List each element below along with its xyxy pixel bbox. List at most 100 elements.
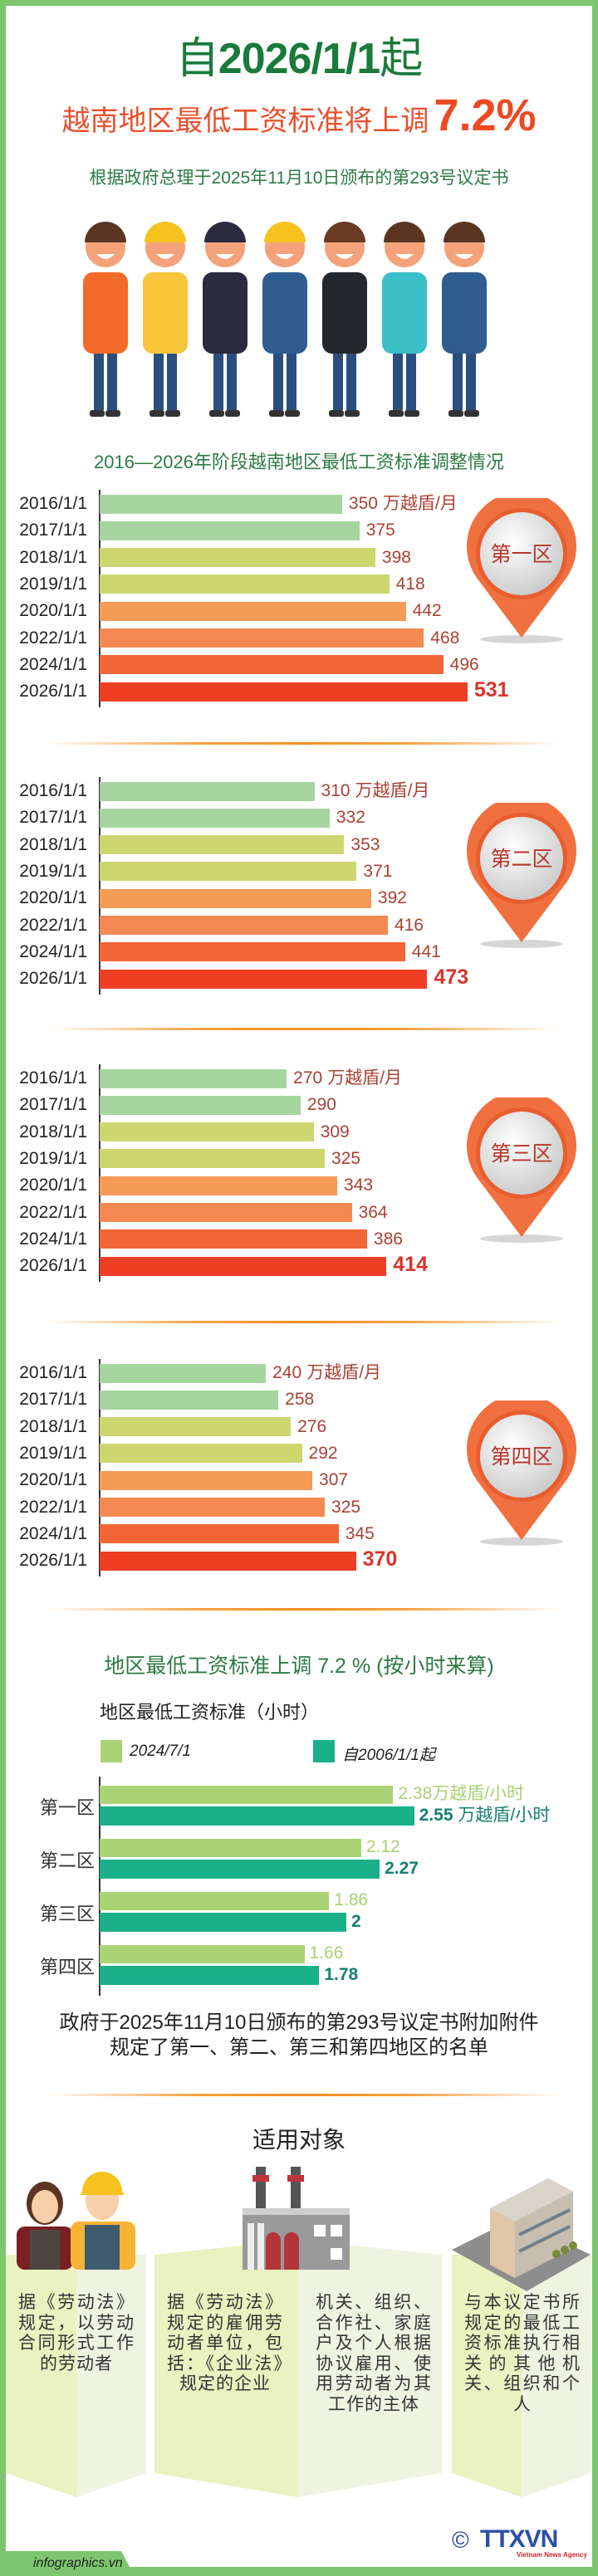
value: 442 [412, 601, 442, 621]
bar [100, 655, 444, 675]
bar [100, 1390, 279, 1410]
bar-2026 [100, 1806, 414, 1826]
worker-figure [203, 222, 248, 417]
annex-note-line-1: 政府于2025年11月10日颁布的第293号议定书附加附件 [59, 2011, 539, 2034]
bar [100, 1229, 367, 1249]
category-label: 2022/1/1 [19, 915, 87, 935]
bar [100, 1363, 267, 1383]
bar [100, 1149, 326, 1169]
footer-band [0, 2551, 598, 2576]
applicable-item-2: 据《劳动法》规定的雇佣劳动者单位，包括：《企业法》规定的企业 [167, 2293, 283, 2393]
bar [100, 916, 388, 935]
data-label-2026: 1.78 [324, 1966, 358, 1984]
legend-swatch-2024 [100, 1740, 122, 1762]
category-label: 2018/1/1 [19, 1416, 87, 1436]
worker-figure [442, 222, 487, 417]
value: 290 [306, 1095, 336, 1115]
bar [100, 1203, 352, 1222]
category-label: 2017/1/1 [19, 808, 87, 828]
data-label: 442 [413, 601, 442, 621]
bar [100, 1068, 287, 1088]
category-label: 2016/1/1 [19, 781, 87, 800]
bar [100, 781, 315, 801]
section-divider [46, 1608, 561, 1611]
bar [100, 1524, 339, 1544]
data-label: 468 [430, 628, 459, 648]
category-label: 2019/1/1 [19, 1148, 87, 1168]
workers-icon [17, 2172, 135, 2270]
category-label: 2022/1/1 [19, 1497, 87, 1517]
panel-1 [6, 2255, 146, 2497]
category-label: 2024/1/1 [19, 941, 87, 961]
data-label: 258 [285, 1390, 314, 1410]
bar [100, 521, 360, 540]
data-label: 473 [434, 965, 469, 990]
value: 307 [319, 1470, 349, 1490]
data-label: 392 [378, 888, 407, 908]
title-suffix: 起 [380, 35, 423, 83]
workers-illustration [83, 222, 487, 417]
zone-label: 第三区 [490, 1141, 552, 1166]
chart-axis [99, 777, 100, 995]
chart-axis [99, 1064, 100, 1283]
data-label-2024: 2.38万越盾/小时 [398, 1784, 525, 1803]
worker-figure [322, 222, 367, 417]
unit-label: 万越盾/月 [306, 1363, 382, 1382]
panel-4 [452, 2255, 591, 2497]
category-label: 2020/1/1 [19, 1176, 87, 1195]
legend-label-2026: 自2006/1/1起 [342, 1747, 435, 1764]
data-label-2024: 1.86 [334, 1890, 369, 1909]
factory-icon [243, 2167, 350, 2270]
category-label: 2016/1/1 [19, 1363, 87, 1382]
value: 473 [434, 965, 469, 990]
value: 418 [395, 574, 425, 594]
worker-figure [83, 222, 128, 417]
subtitle-text: 越南地区最低工资标准将上调 [61, 105, 429, 137]
data-label: 531 [474, 680, 509, 701]
worker-figure [262, 222, 307, 417]
data-label-2026: 2.55 万越盾/小时 [419, 1806, 551, 1825]
bar [100, 1176, 338, 1195]
value: 309 [320, 1122, 350, 1141]
bar [100, 628, 424, 648]
chart-axis [99, 1359, 100, 1577]
bar [100, 601, 406, 621]
data-label: 343 [344, 1176, 373, 1195]
category-label: 2026/1/1 [19, 682, 87, 701]
category-label: 2026/1/1 [19, 969, 87, 989]
data-label: 240 万越盾/月 [272, 1363, 381, 1383]
value: 2.27 [385, 1859, 419, 1878]
zone-category-label: 第三区 [40, 1904, 96, 1924]
data-label: 418 [396, 574, 425, 594]
applicable-panels [6, 2167, 591, 2497]
bar [100, 1444, 302, 1464]
bar-2026 [100, 1913, 346, 1932]
bar [100, 1122, 314, 1142]
hourly-subtitle: 地区最低工资标准（小时） [100, 1702, 320, 1723]
value: 370 [362, 1547, 398, 1572]
category-label: 2017/1/1 [19, 1095, 87, 1115]
bar-2024 [100, 1839, 361, 1857]
category-label: 2022/1/1 [19, 1202, 87, 1222]
section-divider [46, 1028, 561, 1030]
zone-category-label: 第一区 [40, 1797, 96, 1818]
category-label: 2020/1/1 [19, 888, 87, 908]
data-label: 345 [346, 1524, 375, 1544]
bar [100, 969, 428, 989]
data-label: 375 [366, 521, 395, 540]
office-building-icon [452, 2178, 591, 2291]
section-divider [46, 742, 561, 745]
bar [100, 1095, 301, 1115]
logo-text: TTXVN [480, 2525, 558, 2553]
value: 276 [297, 1416, 327, 1436]
value: 375 [365, 521, 395, 540]
data-label: 370 [362, 1547, 398, 1572]
category-label: 2016/1/1 [19, 494, 87, 513]
data-label: 307 [319, 1470, 348, 1490]
bar [100, 682, 468, 701]
applicable-item-4: 与本议定书所规定的最低工资标准执行相关的其他机关、组织和个人 [464, 2293, 581, 2414]
value: 496 [449, 654, 479, 674]
bar [100, 808, 330, 828]
data-label: 496 [450, 655, 479, 675]
value: 386 [373, 1229, 403, 1249]
